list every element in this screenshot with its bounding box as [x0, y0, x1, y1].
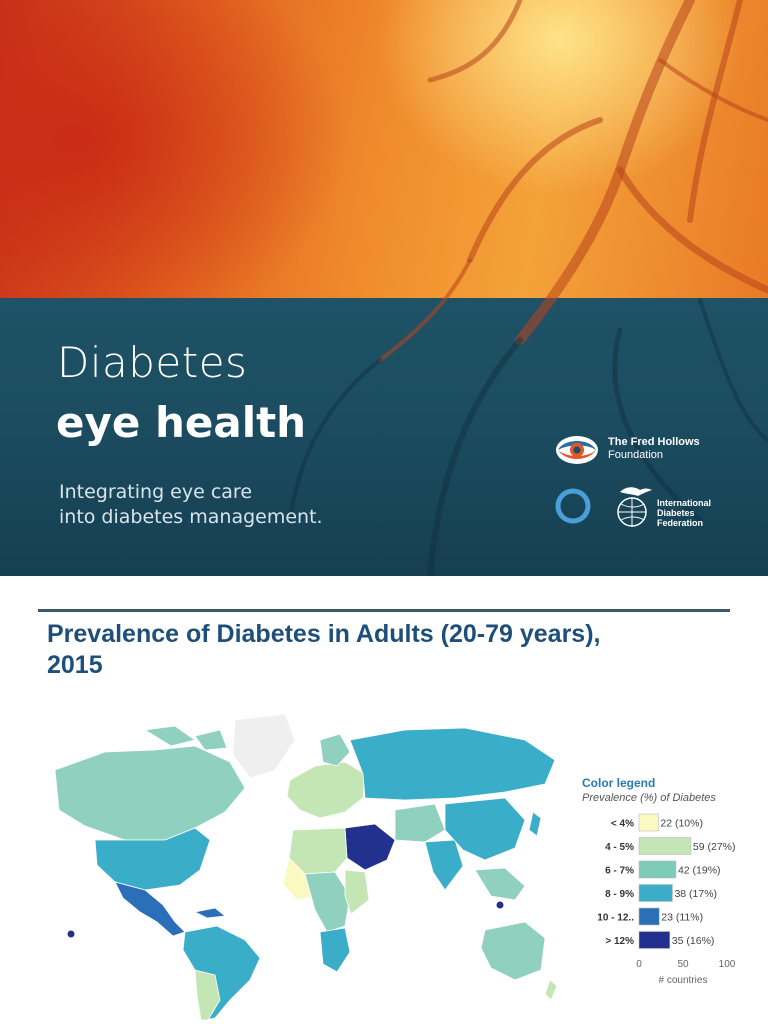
cover-title-line2: eye health — [56, 398, 307, 447]
idf-name: International Diabetes Federation — [657, 498, 711, 528]
legend-title: Color legend — [582, 776, 656, 790]
legend-data-label: 23 (11%) — [661, 912, 703, 924]
slide-divider — [38, 609, 730, 612]
legend-x-tick: 0 — [636, 959, 642, 970]
map-region-arctic-islands — [144, 725, 228, 751]
idf-name-line2: Diabetes — [657, 508, 695, 518]
legend-data-label: 38 (17%) — [674, 888, 717, 900]
map-region-scandinavia — [319, 733, 351, 767]
map-region-south-america-south — [194, 969, 221, 1020]
map-region-china — [444, 797, 526, 861]
legend-x-tick: 50 — [677, 959, 689, 970]
map-region-usa — [94, 827, 211, 891]
legend-category-label: < 4% — [611, 819, 634, 830]
legend-data-label: 59 (27%) — [693, 841, 736, 853]
map-region-canada — [54, 745, 246, 841]
map-region-southeast-asia — [474, 867, 526, 901]
color-legend: Color legend Prevalence (%) of Diabetes … — [574, 776, 768, 986]
map-pacific-island-marker — [67, 930, 75, 938]
map-pacific-island-marker — [496, 901, 504, 909]
legend-category-label: 8 - 9% — [605, 889, 634, 900]
legend-bar — [638, 813, 659, 832]
map-region-mexico — [114, 881, 186, 937]
idf-globe-logo-icon — [617, 487, 652, 527]
slide-title-line1: Prevalence of Diabetes in Adults (20-79 … — [47, 620, 601, 648]
map-region-central-africa — [304, 871, 351, 933]
legend-data-label: 22 (10%) — [660, 818, 703, 830]
idf-name-line3: Federation — [657, 518, 704, 528]
map-region-australia — [480, 921, 546, 981]
map-region-caribbean — [194, 907, 226, 919]
map-region-greenland — [232, 713, 296, 779]
retina-vessels-illustration — [288, 0, 768, 576]
report-cover: Diabetes eye health Integrating eye care… — [0, 0, 768, 576]
fred-hollows-name-line2: Foundation — [608, 449, 664, 461]
fred-hollows-logo-icon — [556, 436, 598, 464]
legend-category-label: 10 - 12.. — [597, 913, 634, 924]
legend-subtitle: Prevalence (%) of Diabetes — [582, 792, 716, 804]
legend-data-label: 42 (19%) — [678, 865, 721, 877]
blue-circle-logo-icon — [555, 488, 591, 524]
legend-category-label: > 12% — [605, 936, 634, 947]
retina-photo — [0, 0, 768, 300]
legend-bar-chart: < 4% 22 (10%) 4 - 5% 59 (27%) 6 - 7% 42 (19%)… — [597, 813, 736, 986]
map-region-new-zealand — [544, 979, 558, 1001]
slide-title: Prevalence of Diabetes in Adults (20-79 … — [47, 619, 737, 681]
map-region-south-america-north — [182, 925, 261, 1020]
legend-bar — [638, 860, 677, 879]
map-region-europe — [286, 761, 366, 819]
cover-title-line1: Diabetes — [57, 338, 248, 387]
legend-bar — [638, 907, 660, 926]
map-region-japan — [528, 811, 542, 837]
cover-subtitle-line2: into diabetes management. — [59, 506, 323, 528]
idf-name-line1: International — [657, 498, 712, 508]
map-region-east-africa — [344, 869, 370, 915]
legend-x-axis-label: # countries — [659, 975, 708, 986]
map-region-india — [424, 839, 464, 891]
world-prevalence-map — [54, 713, 558, 1020]
fred-hollows-name-line1: The Fred Hollows — [608, 436, 700, 448]
fred-hollows-name: The Fred Hollows Foundation — [608, 436, 700, 462]
legend-data-label: 35 (16%) — [672, 935, 715, 947]
map-region-southern-africa — [319, 927, 351, 973]
legend-bar — [638, 931, 671, 949]
cover-subtitle-line1: Integrating eye care — [59, 481, 253, 503]
legend-category-label: 4 - 5% — [605, 842, 634, 853]
map-region-west-africa — [282, 857, 316, 901]
map-region-russia — [349, 727, 556, 801]
map-region-middle-east — [344, 823, 396, 871]
map-region-central-asia — [394, 803, 446, 843]
cover-subtitle: Integrating eye care into diabetes manag… — [59, 480, 419, 530]
legend-bar — [638, 884, 673, 902]
legend-bar — [638, 837, 692, 855]
slide-title-line2: 2015 — [47, 651, 103, 679]
legend-category-label: 6 - 7% — [605, 866, 634, 877]
cover-title-band — [0, 298, 768, 576]
legend-x-tick: 100 — [719, 959, 736, 970]
